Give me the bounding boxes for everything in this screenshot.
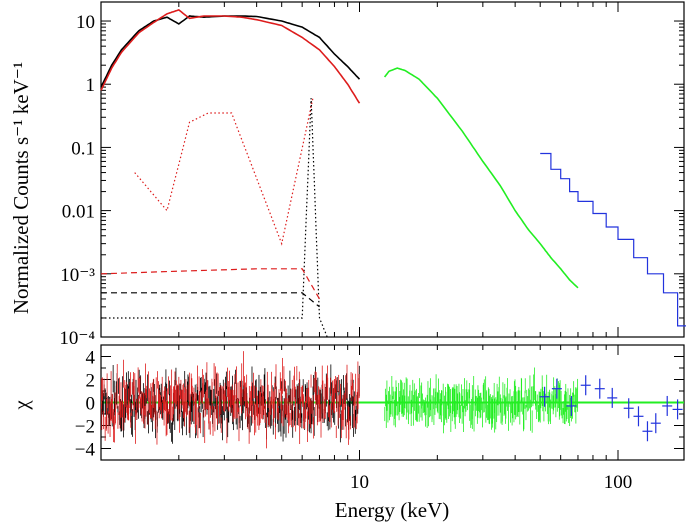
y-tick-label: −2: [75, 417, 95, 438]
black-dotted-model: [101, 98, 328, 338]
black-dashed-continuum: [101, 292, 320, 308]
green-spectrum: [383, 67, 579, 289]
y-tick-label: −4: [75, 440, 96, 461]
x-tick-label: 100: [604, 472, 633, 493]
y-axis-label-top: Normalized Counts s⁻¹ keV⁻¹: [9, 62, 33, 314]
y-tick-label: 10⁻⁴: [59, 328, 95, 349]
red-spectrum: [100, 9, 361, 104]
y-tick-label: 2: [86, 371, 96, 392]
x-tick-label: 10: [350, 472, 369, 493]
x-axis-label: Energy (keV): [335, 498, 450, 522]
y-tick-label: 10: [76, 12, 95, 33]
spectrum-panel: 10⁻⁴ 10⁻³ 0.01 0.1 1 10: [59, 1, 686, 460]
y-tick-label: 0: [86, 394, 96, 415]
y-tick-label: 10⁻³: [60, 265, 95, 286]
y-tick-label: 1: [86, 75, 96, 96]
red-dashed-continuum: [100, 268, 321, 300]
y-tick-label: 0.1: [71, 138, 95, 159]
blue-spectrum: [540, 152, 686, 327]
red-dotted-lines: [134, 98, 314, 246]
y-axis-label-bottom: χ: [9, 400, 33, 411]
top-frame: [100, 1, 685, 338]
y-tick-label: 4: [86, 348, 96, 369]
y-tick-label: 0.01: [62, 202, 95, 223]
